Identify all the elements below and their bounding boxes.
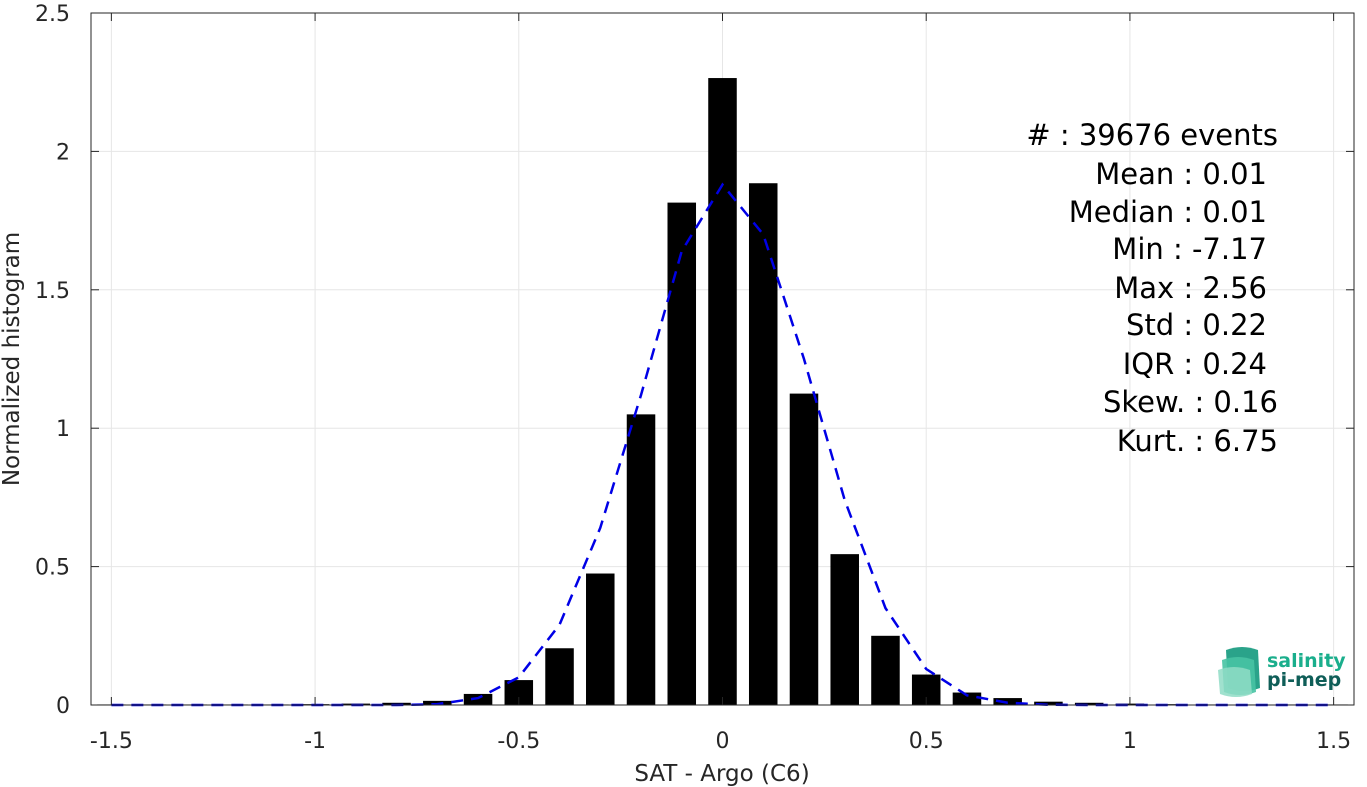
stat-skew: Skew. : 0.16 xyxy=(1103,385,1278,419)
stat-iqr: IQR : 0.24 xyxy=(1123,347,1267,381)
y-tick-label: 0 xyxy=(56,694,70,719)
x-tick-label: -1 xyxy=(304,729,326,754)
histogram-bar xyxy=(1074,702,1104,705)
y-tick-label: 1.5 xyxy=(35,279,70,304)
stat-std: Std : 0.22 xyxy=(1126,308,1267,342)
histogram-bars xyxy=(97,78,1348,706)
histogram-bar xyxy=(463,693,493,705)
histogram-bar xyxy=(871,635,900,705)
stats-box: # : 39676 events Mean : 0.01 Median : 0.… xyxy=(1026,118,1278,458)
x-tick-label: -0.5 xyxy=(497,729,540,754)
x-tick-label: 1.5 xyxy=(1316,729,1351,754)
histogram-bar xyxy=(952,692,982,705)
logo-text-salinity: salinity xyxy=(1267,650,1346,672)
y-tick-label: 1 xyxy=(56,417,70,442)
y-tick-labels: 0 0.5 1 1.5 2 2.5 xyxy=(35,2,70,719)
histogram-bar xyxy=(626,414,656,705)
x-tick-label: 0.5 xyxy=(909,729,944,754)
x-tick-label: 0 xyxy=(716,729,730,754)
x-tick-labels: -1.5 -1 -0.5 0 0.5 1 1.5 xyxy=(90,729,1351,754)
stat-median: Median : 0.01 xyxy=(1069,195,1267,229)
histogram-bar xyxy=(830,554,859,705)
histogram-bar xyxy=(545,648,574,705)
histogram-bar xyxy=(708,78,737,706)
stat-max: Max : 2.56 xyxy=(1114,271,1267,305)
salinity-pimep-logo: salinity pi-mep xyxy=(1218,647,1346,697)
x-axis-label: SAT - Argo (C6) xyxy=(634,761,809,787)
y-tick-label: 2 xyxy=(56,140,70,165)
histogram-bar xyxy=(667,202,697,705)
y-tick-label: 2.5 xyxy=(35,2,70,27)
stat-mean: Mean : 0.01 xyxy=(1095,157,1267,191)
histogram-bar xyxy=(789,393,819,705)
x-tick-label: 1 xyxy=(1123,729,1137,754)
x-tick-label: -1.5 xyxy=(90,729,133,754)
histogram-bar xyxy=(586,573,615,705)
y-axis-label: Normalized histogram xyxy=(0,232,25,486)
y-tick-label: 0.5 xyxy=(35,556,70,581)
stat-events: # : 39676 events xyxy=(1026,118,1278,152)
wave-logo-icon xyxy=(1218,647,1260,697)
stat-kurt: Kurt. : 6.75 xyxy=(1117,424,1278,458)
histogram-bar xyxy=(1034,701,1063,705)
logo-text-pimep: pi-mep xyxy=(1267,669,1341,691)
stat-min: Min : -7.17 xyxy=(1112,232,1267,266)
axis-ticks xyxy=(91,12,1354,706)
histogram-bar xyxy=(748,183,778,705)
